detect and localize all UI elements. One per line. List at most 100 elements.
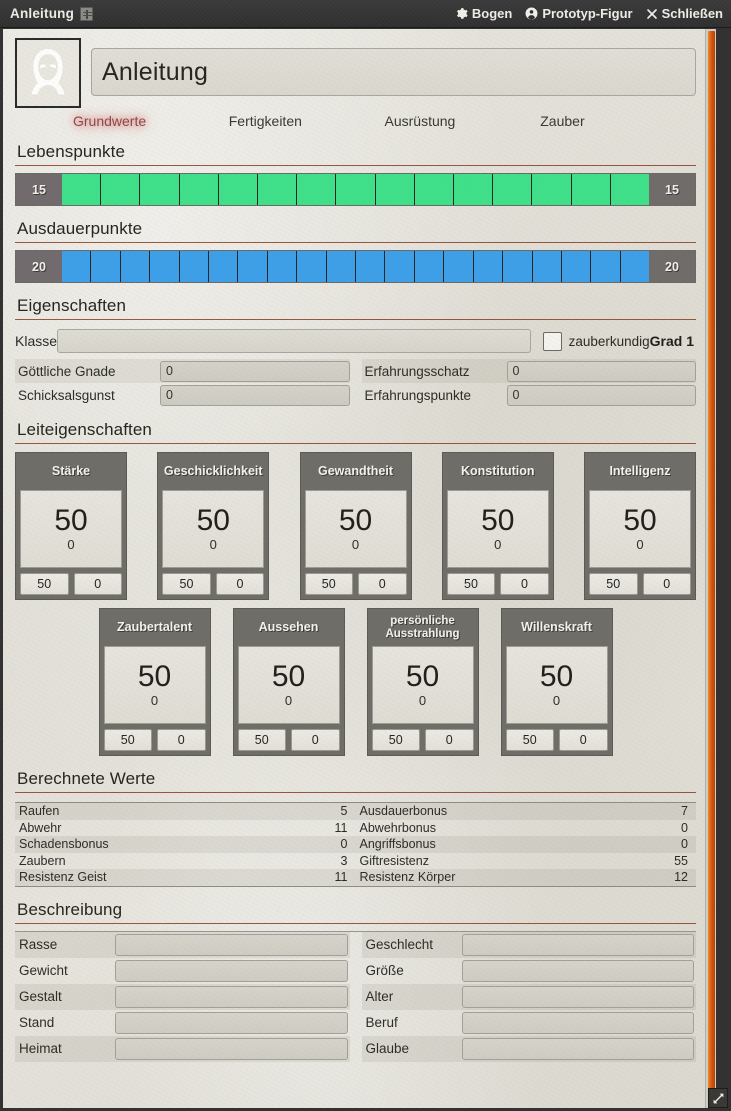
point-segment[interactable]: [218, 174, 259, 205]
klasse-input[interactable]: [57, 329, 531, 353]
character-name-input[interactable]: Anleitung: [91, 48, 696, 96]
description-label: Geschlecht: [365, 937, 434, 952]
tab-grundwerte[interactable]: Grundwerte: [73, 113, 147, 129]
attribute-buttons: 50 0: [505, 729, 608, 751]
calculated-value-number: 0: [681, 820, 688, 835]
attribute-roll-button[interactable]: 50: [505, 729, 554, 751]
point-segment[interactable]: [493, 174, 533, 205]
avatar[interactable]: [15, 38, 81, 108]
attribute-bonus-button[interactable]: 0: [559, 729, 608, 751]
lebenspunkte-track[interactable]: [62, 174, 650, 205]
point-segment[interactable]: [591, 251, 621, 282]
point-segment[interactable]: [238, 251, 268, 282]
schliessen-button[interactable]: Schließen: [646, 6, 723, 21]
calculated-value-label: Resistenz Geist: [19, 870, 107, 885]
point-segment[interactable]: [258, 174, 298, 205]
attribute-bonus-button[interactable]: 0: [215, 573, 265, 595]
attribute-bonus-button[interactable]: 0: [291, 729, 340, 751]
description-row: Stand: [15, 1010, 350, 1036]
ausdauerpunkte-track[interactable]: [62, 251, 650, 282]
attribute-bonus-button[interactable]: 0: [73, 573, 122, 595]
attribute-bonus-button[interactable]: 0: [642, 573, 691, 595]
point-segment[interactable]: [297, 174, 337, 205]
description-input[interactable]: [115, 985, 348, 1008]
point-segment[interactable]: [503, 251, 533, 282]
point-segment[interactable]: [91, 251, 121, 282]
attribute-value: 50: [137, 660, 172, 693]
point-segment[interactable]: [140, 174, 180, 205]
point-segment[interactable]: [532, 251, 562, 282]
description-input[interactable]: [461, 1011, 694, 1034]
eigenschaft-input[interactable]: 0: [160, 360, 350, 382]
point-segment[interactable]: [414, 174, 455, 205]
description-input[interactable]: [115, 933, 348, 956]
zauberkundig-checkbox[interactable]: [542, 331, 562, 351]
point-segment[interactable]: [532, 174, 572, 205]
bogen-button[interactable]: Bogen: [455, 6, 512, 21]
point-segment[interactable]: [297, 251, 327, 282]
attribute-card: Konstitution 50 0 50 0: [441, 452, 554, 600]
point-segment[interactable]: [444, 251, 474, 282]
lebenspunkte-bar[interactable]: 15 15: [15, 173, 696, 206]
point-segment[interactable]: [150, 251, 180, 282]
tab-zauber[interactable]: Zauber: [540, 113, 585, 129]
point-segment[interactable]: [454, 174, 494, 205]
section-rule: [15, 165, 696, 166]
description-input[interactable]: [115, 959, 348, 982]
eigenschaft-input[interactable]: 0: [160, 384, 350, 406]
point-segment[interactable]: [267, 251, 298, 282]
point-segment[interactable]: [62, 251, 92, 282]
description-input[interactable]: [115, 1011, 348, 1034]
point-segment[interactable]: [336, 174, 376, 205]
point-segment[interactable]: [473, 251, 504, 282]
point-segment[interactable]: [356, 251, 386, 282]
attribute-roll-button[interactable]: 50: [103, 729, 152, 751]
description-input[interactable]: [115, 1037, 348, 1060]
point-segment[interactable]: [414, 251, 445, 282]
attribute-roll-button[interactable]: 50: [162, 573, 211, 595]
prototyp-figur-button[interactable]: Prototyp-Figur: [525, 6, 633, 21]
point-segment[interactable]: [101, 174, 141, 205]
ausdauerpunkte-bar[interactable]: 20 20: [15, 250, 696, 283]
point-segment[interactable]: [375, 174, 415, 205]
point-segment[interactable]: [209, 251, 239, 282]
point-segment[interactable]: [179, 174, 219, 205]
lebenspunkte-max[interactable]: 15: [649, 174, 695, 205]
description-label: Größe: [365, 963, 404, 978]
point-segment[interactable]: [561, 251, 592, 282]
attribute-roll-button[interactable]: 50: [237, 729, 286, 751]
tab-fertigkeiten[interactable]: Fertigkeiten: [228, 113, 302, 129]
point-segment[interactable]: [610, 174, 650, 205]
vertical-scrollbar[interactable]: [705, 29, 716, 1108]
point-segment[interactable]: [620, 251, 650, 282]
attribute-bonus-button[interactable]: 0: [500, 573, 549, 595]
attribute-bonus-button[interactable]: 0: [157, 729, 206, 751]
description-label: Alter: [365, 989, 394, 1004]
eigenschaft-input[interactable]: 0: [506, 384, 696, 406]
eigenschaft-row: Erfahrungsschatz 0: [361, 359, 696, 383]
description-input[interactable]: [461, 933, 694, 956]
attribute-roll-button[interactable]: 50: [304, 573, 353, 595]
resize-handle[interactable]: [708, 1088, 728, 1108]
scrollbar-thumb[interactable]: [708, 31, 715, 1093]
lebenspunkte-current[interactable]: 15: [16, 174, 62, 205]
attribute-bonus-button[interactable]: 0: [425, 729, 474, 751]
point-segment[interactable]: [120, 251, 151, 282]
point-segment[interactable]: [62, 174, 102, 205]
point-segment[interactable]: [385, 251, 415, 282]
point-segment[interactable]: [179, 251, 210, 282]
eigenschaft-input[interactable]: 0: [506, 360, 696, 382]
point-segment[interactable]: [571, 174, 611, 205]
attribute-bonus-button[interactable]: 0: [358, 573, 407, 595]
ausdauerpunkte-current[interactable]: 20: [16, 251, 62, 282]
description-input[interactable]: [461, 1037, 694, 1060]
attribute-roll-button[interactable]: 50: [589, 573, 638, 595]
attribute-roll-button[interactable]: 50: [446, 573, 496, 595]
point-segment[interactable]: [326, 251, 357, 282]
attribute-roll-button[interactable]: 50: [20, 573, 69, 595]
attribute-roll-button[interactable]: 50: [371, 729, 420, 751]
description-input[interactable]: [461, 959, 694, 982]
ausdauerpunkte-max[interactable]: 20: [649, 251, 695, 282]
description-input[interactable]: [461, 985, 694, 1008]
tab-ausruestung[interactable]: Ausrüstung: [384, 113, 456, 129]
